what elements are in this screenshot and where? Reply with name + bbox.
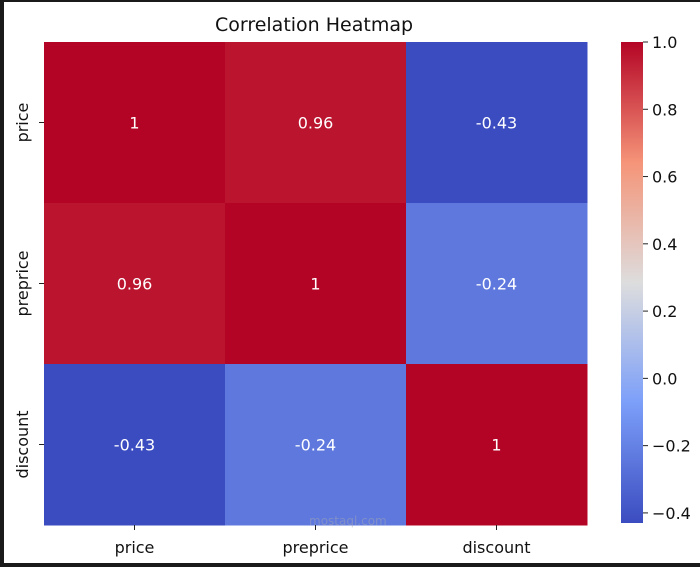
heatmap-cell	[44, 42, 226, 204]
heatmap-chart: Correlation Heatmap 1 0.96 -0.43 0.96 1 -0.24…	[13, 14, 691, 557]
heatmap-cell	[406, 42, 588, 204]
heatmap-cell	[225, 203, 407, 365]
colorbar-tick-label: 0.6	[652, 168, 677, 187]
cell-annotation: 0.96	[298, 114, 334, 133]
x-axis: price preprice discount	[115, 525, 531, 557]
cell-annotation: 1	[129, 114, 139, 133]
x-tick-label: discount	[462, 538, 530, 557]
colorbar-gradient	[621, 42, 643, 523]
colorbar-tick-label: 0.8	[652, 100, 677, 119]
y-axis: price preprice discount	[13, 103, 44, 479]
colorbar-tick-label: 0.4	[652, 235, 677, 254]
colorbar-tick-label: −0.2	[652, 437, 691, 456]
heatmap-cell	[406, 364, 588, 526]
colorbar-tick-label: 0.2	[652, 302, 677, 321]
x-tick-label: preprice	[282, 538, 348, 557]
chart-figure: Correlation Heatmap 1 0.96 -0.43 0.96 1 -0.24…	[4, 2, 700, 563]
x-tick-label: price	[115, 538, 155, 557]
cell-annotation: -0.24	[295, 436, 336, 455]
cell-annotation: -0.43	[114, 436, 155, 455]
cell-annotation: -0.43	[476, 114, 517, 133]
colorbar-tick-label: −0.4	[652, 504, 691, 523]
chart-title: Correlation Heatmap	[215, 14, 413, 36]
colorbar: 1.0 0.8 0.6 0.4 0.2 0.0 −0.2 −0.4	[621, 33, 691, 523]
heatmap-cell	[44, 203, 226, 365]
y-tick-label: preprice	[13, 250, 32, 316]
cell-annotation: 1	[491, 436, 501, 455]
heatmap-cell	[225, 42, 407, 204]
heatmap-cell	[406, 203, 588, 365]
colorbar-tick-label: 1.0	[652, 33, 677, 52]
colorbar-tick-label: 0.0	[652, 369, 677, 388]
heatmap-annotations: 1 0.96 -0.43 0.96 1 -0.24 -0.43 -0.24 1	[114, 114, 517, 455]
y-tick-label: price	[13, 103, 32, 143]
cell-annotation: 1	[310, 275, 320, 294]
cell-annotation: -0.24	[476, 275, 517, 294]
cell-annotation: 0.96	[117, 275, 153, 294]
heatmap-cells	[44, 42, 588, 526]
heatmap-cell	[44, 364, 226, 526]
y-tick-label: discount	[13, 410, 32, 478]
heatmap-cell	[225, 364, 407, 526]
